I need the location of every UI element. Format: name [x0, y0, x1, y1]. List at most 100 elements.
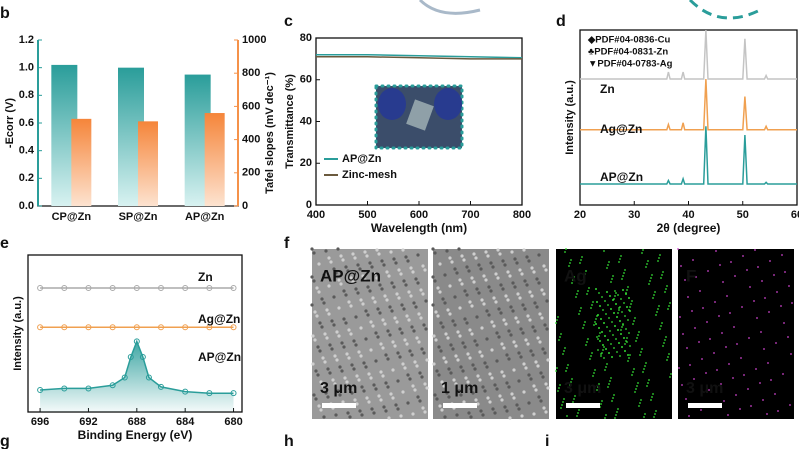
texture: [444, 360, 448, 364]
eds-dot: [655, 410, 657, 412]
texture: [317, 262, 321, 266]
eds-dot: [658, 257, 660, 259]
eds-dot: [608, 317, 610, 319]
eds-dot: [616, 411, 618, 413]
point: [206, 324, 213, 331]
texture: [314, 369, 318, 373]
texture: [507, 329, 511, 333]
eds-dot: [705, 372, 707, 374]
panel-label: f: [284, 235, 290, 252]
eds-dot: [750, 405, 752, 407]
eds-dot: [700, 409, 702, 411]
eds-dot: [587, 290, 589, 292]
texture: [456, 358, 460, 362]
texture: [435, 369, 439, 373]
texture: [386, 385, 390, 389]
texture: [489, 261, 493, 265]
eds-dot: [654, 291, 656, 293]
texture: [343, 376, 347, 380]
axis-title: -Ecorr (V): [4, 98, 16, 148]
texture: [452, 378, 456, 382]
texture: [498, 252, 502, 256]
point: [133, 338, 140, 345]
eds-dot: [643, 368, 645, 370]
point: [206, 284, 213, 291]
texture: [460, 254, 464, 258]
texture: [310, 275, 314, 279]
texture: [421, 406, 425, 410]
texture: [504, 322, 508, 326]
texture: [513, 285, 517, 289]
texture: [384, 353, 388, 357]
eds-dot: [652, 297, 654, 299]
eds-dot: [746, 269, 748, 271]
texture: [423, 382, 427, 386]
texture: [410, 325, 414, 329]
texture: [388, 305, 392, 309]
point: [61, 385, 68, 392]
texture: [332, 295, 336, 299]
eds-dot: [599, 340, 601, 342]
eds-dot: [610, 281, 612, 283]
texture: [478, 350, 482, 354]
eds-dot: [623, 337, 625, 339]
texture: [486, 396, 490, 400]
y-tick-label: 1.0: [19, 62, 34, 74]
texture: [397, 268, 401, 272]
texture: [537, 395, 541, 399]
texture: [395, 320, 399, 324]
texture: [345, 380, 349, 384]
texture: [455, 413, 459, 417]
eds-dot: [614, 295, 616, 297]
eds-dot: [602, 309, 604, 311]
texture: [394, 261, 398, 265]
image: [556, 249, 672, 419]
eds-dot: [603, 357, 605, 359]
eds-dot: [634, 391, 636, 393]
texture: [350, 363, 354, 367]
eds-dot: [766, 413, 768, 415]
texture: [451, 347, 455, 351]
eds-dot: [754, 249, 756, 251]
texture: [519, 355, 523, 359]
eds-dot: [655, 314, 657, 316]
texture: [399, 272, 403, 276]
texture: [480, 298, 484, 302]
texture: [471, 391, 475, 395]
texture: [406, 401, 410, 405]
texture: [319, 408, 323, 412]
eds-dot: [604, 335, 606, 337]
texture: [517, 379, 521, 383]
texture: [377, 394, 381, 398]
eds-dot: [618, 307, 620, 309]
eds-dot: [566, 367, 568, 369]
texture: [446, 308, 450, 312]
texture: [310, 303, 314, 307]
eds-dot: [781, 254, 783, 256]
eds-dot: [611, 400, 613, 402]
eds-dot: [768, 311, 770, 313]
x-tick-label: 680: [224, 416, 242, 428]
texture: [544, 382, 548, 386]
texture: [419, 288, 423, 292]
texture: [366, 285, 370, 289]
eds-dot: [612, 334, 614, 336]
eds-dot: [610, 343, 612, 345]
texture: [470, 332, 474, 336]
texture: [414, 277, 418, 281]
texture: [440, 408, 444, 412]
texture: [391, 368, 395, 372]
eds-dot: [638, 331, 640, 333]
texture: [446, 336, 450, 340]
texture: [528, 318, 532, 322]
eds-dot: [782, 373, 784, 375]
texture: [344, 321, 348, 325]
texture: [400, 331, 404, 335]
texture: [471, 363, 475, 367]
eds-dot: [757, 266, 759, 268]
texture: [451, 319, 455, 323]
legend-label: Zinc-mesh: [342, 169, 397, 181]
eds-dot: [617, 294, 619, 296]
texture: [450, 260, 454, 264]
texture: [404, 283, 408, 287]
